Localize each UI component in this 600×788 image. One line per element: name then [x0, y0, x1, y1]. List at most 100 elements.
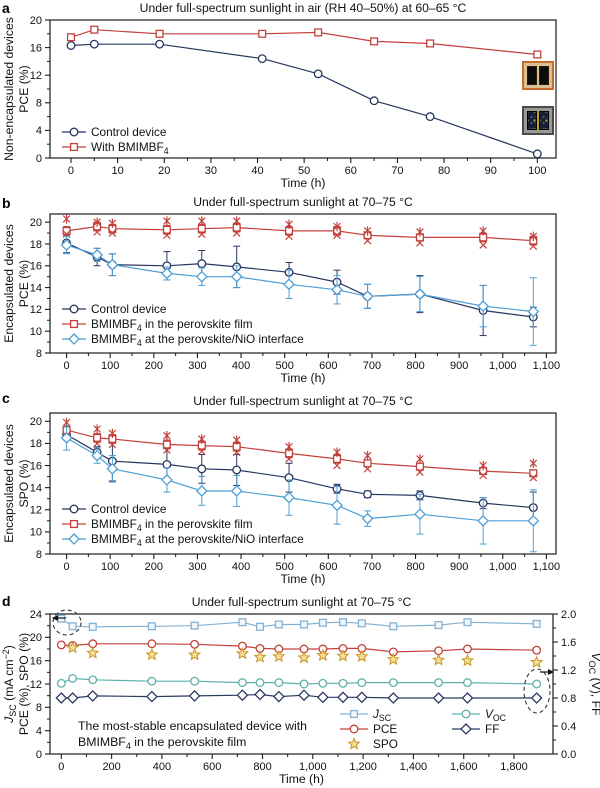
series-individual-devices-below	[62, 431, 538, 482]
svg-text:8: 8	[36, 549, 42, 561]
svg-text:Time (h): Time (h)	[279, 772, 324, 786]
svg-text:4: 4	[36, 725, 42, 737]
chart-d-most-stable-device-params: Under full-spectrum sunlight at 70–75 °C…	[1, 595, 600, 786]
svg-text:1,400: 1,400	[400, 761, 428, 773]
y-axis-left: 8 10 12 14 16 18 20 Encapsulated devices SPO (%)	[2, 416, 50, 561]
y-axis-left: 8 10 12 14 16 18 20 Encapsulated devices PCE (%)	[2, 217, 50, 360]
panel-letter-a: a	[2, 0, 10, 16]
svg-text:20: 20	[30, 416, 42, 428]
x-axis: 0 100 200 300 400 500 600 700 800 900 1,000 1,100 Ti…	[64, 554, 560, 586]
svg-text:100: 100	[101, 360, 119, 372]
series-jsc	[57, 614, 541, 631]
svg-text:1,100: 1,100	[533, 360, 561, 372]
series-bmimbf4-at-the-perovskite-nio-interface	[60, 425, 540, 553]
svg-text:20: 20	[30, 632, 42, 644]
svg-text:16: 16	[30, 460, 42, 472]
svg-text:900: 900	[450, 360, 468, 372]
svg-text:PCE: PCE	[373, 722, 397, 736]
series-bmimbf4-in-the-perovskite-film	[62, 425, 538, 478]
svg-text:16: 16	[30, 261, 42, 273]
svg-text:PCE (%), SPO (%): PCE (%), SPO (%)	[17, 633, 31, 735]
svg-text:Encapsulated devices: Encapsulated devices	[2, 424, 16, 543]
svg-text:700: 700	[363, 360, 381, 372]
svg-text:8: 8	[36, 702, 42, 714]
svg-text:The most-stable encapsulated d: The most-stable encapsulated device with	[78, 719, 307, 733]
svg-text:Non-encapsulated devices: Non-encapsulated devices	[2, 17, 16, 161]
svg-text:With BMIMBF4: With BMIMBF4	[91, 140, 169, 156]
svg-text:0.0: 0.0	[561, 749, 576, 761]
svg-text:800: 800	[406, 561, 424, 573]
svg-text:Control device: Control device	[91, 302, 167, 316]
svg-text:40: 40	[251, 165, 263, 177]
svg-text:12: 12	[30, 505, 42, 517]
series-control-device	[66, 39, 542, 159]
svg-text:900: 900	[450, 561, 468, 573]
svg-text:1,000: 1,000	[299, 761, 327, 773]
svg-text:800: 800	[406, 360, 424, 372]
device-photo-with-bmimbf4	[522, 61, 554, 90]
svg-text:BMIMBF4 in the perovskite film: BMIMBF4 in the perovskite film	[91, 317, 253, 333]
x-axis: 0 200 400 600 800 1,000 1,200 1,400 1,600 1,800 Ti…	[58, 754, 528, 786]
panel-c: c Under full-spectrum sunlight at 70–75 …	[0, 390, 600, 593]
svg-text:90: 90	[485, 165, 497, 177]
svg-text:14: 14	[30, 282, 42, 294]
svg-text:200: 200	[145, 360, 163, 372]
chart-c-encapsulated-spo: Under full-spectrum sunlight at 70–75 °C…	[2, 394, 560, 586]
svg-text:1,200: 1,200	[349, 761, 377, 773]
svg-text:600: 600	[203, 761, 221, 773]
svg-text:10: 10	[111, 165, 123, 177]
series-individual-devices-above	[62, 417, 538, 471]
series-individual-devices-below	[62, 228, 538, 250]
svg-text:Under full-spectrum sunlight i: Under full-spectrum sunlight in air (RH …	[140, 1, 467, 15]
svg-text:400: 400	[153, 761, 171, 773]
axis-callouts	[52, 609, 554, 714]
y-axis-left: 0 4 8 12 16 20 24 JSC (mA cm−2) PCE (%), SPO (%)	[1, 609, 50, 761]
panel-letter-c: c	[2, 390, 10, 406]
svg-text:700: 700	[363, 561, 381, 573]
series-voc	[56, 673, 542, 689]
svg-text:8: 8	[36, 348, 42, 360]
svg-text:20: 20	[30, 217, 42, 229]
svg-text:Control device: Control device	[91, 502, 167, 516]
svg-text:1,000: 1,000	[489, 360, 517, 372]
svg-text:BMIMBF4 in the perovskite film: BMIMBF4 in the perovskite film	[91, 517, 253, 533]
svg-text:400: 400	[232, 561, 250, 573]
svg-text:JSC: JSC	[372, 707, 391, 723]
svg-text:0: 0	[68, 165, 74, 177]
svg-text:24: 24	[30, 609, 42, 621]
svg-text:70: 70	[391, 165, 403, 177]
svg-text:200: 200	[145, 561, 163, 573]
svg-text:1.6: 1.6	[561, 637, 576, 649]
svg-text:18: 18	[30, 239, 42, 251]
panel-d: d Under full-spectrum sunlight at 70–75 …	[0, 593, 600, 788]
svg-text:VOC: VOC	[485, 707, 506, 723]
svg-text:10: 10	[30, 527, 42, 539]
panel-letter-b: b	[2, 195, 11, 211]
svg-text:Time (h): Time (h)	[281, 176, 326, 190]
device-photo-control	[522, 106, 554, 135]
svg-text:1,800: 1,800	[500, 761, 528, 773]
plot-box	[49, 412, 557, 555]
svg-text:0: 0	[64, 360, 70, 372]
svg-text:0: 0	[36, 749, 42, 761]
svg-text:50: 50	[298, 165, 310, 177]
svg-text:80: 80	[438, 165, 450, 177]
svg-text:Control device: Control device	[91, 125, 167, 139]
svg-text:30: 30	[205, 165, 217, 177]
panel-letter-d: d	[2, 593, 11, 609]
series-ff	[55, 688, 543, 704]
svg-text:SPO (%): SPO (%)	[17, 459, 31, 507]
svg-text:600: 600	[319, 561, 337, 573]
series-with-bmimbf4	[66, 25, 542, 59]
svg-text:0.4: 0.4	[561, 721, 576, 733]
svg-text:16: 16	[30, 655, 42, 667]
panel-b: b Under full-spectrum sunlight at 70–75 …	[0, 195, 600, 390]
svg-text:0: 0	[58, 761, 64, 773]
x-axis: 0 10 20 30 40 50 60 70 80 90 100 Time (h)	[68, 158, 547, 190]
svg-text:60: 60	[345, 165, 357, 177]
svg-text:Under full-spectrum sunlight a: Under full-spectrum sunlight at 70–75 °C	[193, 394, 413, 408]
svg-text:20: 20	[30, 15, 42, 27]
